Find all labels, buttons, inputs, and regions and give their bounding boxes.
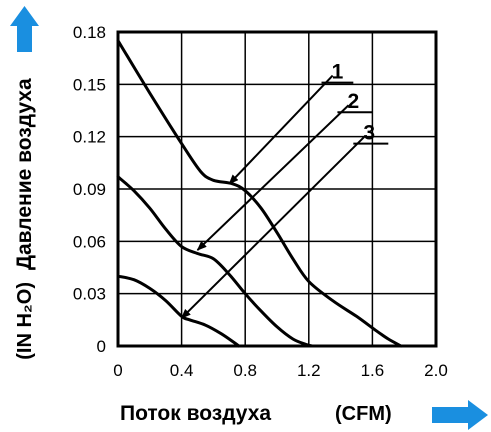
curves: [116, 39, 403, 348]
curve-label-3: 3: [363, 122, 375, 145]
callout-1-arrow: [228, 74, 334, 185]
x-tick-label: 1.6: [361, 361, 385, 380]
y-axis-title: Давление воздуха: [13, 78, 36, 270]
curve-label-1: 1: [332, 61, 344, 84]
grid: [118, 32, 436, 346]
y-tick-label: 0.18: [73, 23, 106, 42]
curve-callouts: 123: [180, 61, 389, 319]
x-axis-unit: (CFM): [335, 403, 392, 425]
series-2-line: [116, 175, 314, 348]
x-tick-label: 0.8: [233, 361, 257, 380]
tick-labels: 0 0.4 0.8 1.2 1.6 2.0 0 0.03 0.06 0.09 0.12 0.15 0.1…: [73, 23, 448, 380]
y-axis-unit: (IN H₂O): [14, 282, 36, 360]
y-tick-label: 0.03: [73, 285, 106, 304]
x-tick-label: 0: [113, 361, 122, 380]
y-axis-title-group: Давление воздуха (IN H₂O): [13, 78, 36, 360]
y-tick-label: 0.06: [73, 232, 106, 251]
curve-label-2: 2: [347, 90, 359, 113]
right-arrow-icon: [432, 400, 488, 430]
x-axis-title: Поток воздуха: [120, 402, 271, 425]
x-tick-label: 0.4: [170, 361, 194, 380]
x-tick-label: 2.0: [424, 361, 448, 380]
y-tick-label: 0.15: [73, 75, 106, 94]
up-arrow-icon: [10, 6, 39, 52]
series-1-line: [116, 39, 403, 348]
y-tick-label: 0.12: [73, 128, 106, 147]
y-tick-label: 0.09: [73, 180, 106, 199]
series-3-line: [116, 274, 241, 348]
callout-3-arrow: [180, 135, 366, 319]
y-tick-label: 0: [97, 337, 106, 356]
x-tick-label: 1.2: [297, 361, 321, 380]
callout-2-arrow: [196, 104, 350, 251]
plot-frame: [116, 30, 438, 348]
